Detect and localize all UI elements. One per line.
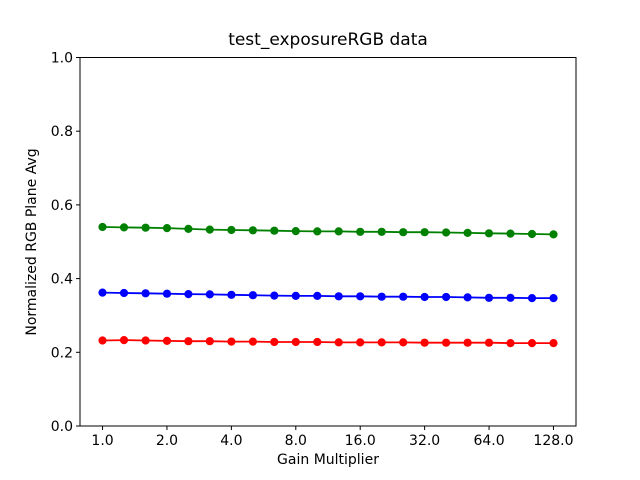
- data-point-green-plane: [270, 226, 279, 235]
- data-point-blue-plane: [98, 288, 107, 297]
- data-point-red-plane: [527, 339, 537, 348]
- data-point-green-plane: [184, 224, 193, 233]
- series-line-blue-plane: [102, 291, 554, 299]
- data-point-green-plane: [506, 229, 515, 238]
- y-axis-label: Normalized RGB Plane Avg: [24, 148, 40, 335]
- data-point-green-plane: [377, 227, 386, 236]
- data-point-green-plane: [549, 230, 558, 239]
- axes-spines: [79, 57, 577, 427]
- data-point-red-plane: [162, 336, 172, 345]
- y-tick-label: 0.0: [51, 419, 73, 435]
- x-tick-label: 2.0: [156, 433, 178, 449]
- y-tick-label: 0.6: [51, 198, 73, 214]
- chart-title: test_exposureRGB data: [228, 30, 428, 50]
- data-point-blue-plane: [227, 290, 236, 299]
- data-point-red-plane: [291, 337, 300, 347]
- data-point-blue-plane: [313, 291, 322, 300]
- data-point-red-plane: [248, 337, 257, 346]
- data-point-blue-plane: [527, 294, 537, 303]
- data-point-blue-plane: [463, 293, 472, 302]
- data-point-green-plane: [162, 224, 172, 233]
- data-point-red-plane: [334, 338, 343, 347]
- data-point-green-plane: [484, 229, 494, 238]
- data-point-red-plane: [119, 336, 129, 345]
- data-point-blue-plane: [399, 292, 408, 301]
- data-point-red-plane: [270, 337, 279, 347]
- data-point-blue-plane: [420, 292, 429, 302]
- data-point-red-plane: [399, 338, 408, 347]
- data-point-green-plane: [98, 222, 107, 232]
- y-tick-label: 0.8: [51, 124, 73, 140]
- x-tick-label: 64.0: [473, 433, 504, 449]
- data-point-blue-plane: [356, 292, 365, 301]
- x-tick-label: 16.0: [345, 433, 376, 449]
- x-tick-label: 32.0: [409, 433, 440, 449]
- x-tick-label: 128.0: [533, 433, 573, 449]
- data-point-green-plane: [313, 227, 322, 236]
- y-tick-label: 0.2: [51, 345, 73, 361]
- data-point-blue-plane: [141, 289, 150, 298]
- data-point-green-plane: [248, 226, 257, 235]
- plot-area: 1.0 2.0 4.0 8.0 16.0 32.0 64.0 128.0 0.0 0.2 0.4 0.…: [51, 51, 577, 449]
- data-point-blue-plane: [484, 293, 494, 302]
- data-point-green-plane: [227, 225, 236, 235]
- data-point-red-plane: [184, 337, 193, 346]
- data-point-blue-plane: [442, 292, 451, 302]
- data-point-green-plane: [205, 225, 214, 234]
- data-point-green-plane: [334, 227, 343, 236]
- data-point-blue-plane: [506, 293, 515, 302]
- data-point-blue-plane: [248, 291, 257, 300]
- data-point-red-plane: [442, 338, 451, 347]
- data-point-red-plane: [377, 338, 386, 347]
- data-point-blue-plane: [291, 291, 300, 300]
- y-tick-label: 0.4: [51, 272, 73, 288]
- data-point-red-plane: [313, 337, 322, 347]
- data-point-green-plane: [527, 229, 537, 239]
- data-point-green-plane: [463, 228, 472, 237]
- data-point-blue-plane: [119, 288, 129, 298]
- data-point-blue-plane: [334, 292, 343, 301]
- series-line-red-plane: [102, 339, 554, 344]
- data-point-red-plane: [549, 339, 558, 348]
- x-axis-label: Gain Multiplier: [277, 452, 379, 468]
- data-point-blue-plane: [270, 291, 279, 300]
- data-point-green-plane: [442, 228, 451, 237]
- data-point-blue-plane: [377, 292, 386, 301]
- data-point-green-plane: [356, 227, 365, 236]
- data-point-blue-plane: [162, 289, 172, 298]
- data-point-blue-plane: [205, 290, 214, 299]
- x-tick-label: 1.0: [91, 433, 113, 449]
- data-point-green-plane: [291, 227, 300, 236]
- data-point-red-plane: [506, 339, 515, 348]
- data-point-red-plane: [463, 338, 472, 347]
- data-point-red-plane: [484, 338, 494, 347]
- data-point-red-plane: [98, 336, 107, 345]
- series-line-green-plane: [102, 226, 554, 236]
- data-point-green-plane: [141, 223, 150, 232]
- data-point-green-plane: [399, 228, 408, 237]
- data-point-blue-plane: [549, 294, 558, 303]
- y-tick-label: 1.0: [51, 51, 73, 67]
- data-point-red-plane: [420, 338, 429, 347]
- data-point-red-plane: [356, 338, 365, 347]
- data-point-green-plane: [420, 228, 429, 237]
- x-tick-label: 4.0: [220, 433, 242, 449]
- data-point-red-plane: [205, 337, 214, 346]
- data-point-red-plane: [141, 336, 150, 345]
- x-tick-label: 8.0: [285, 433, 307, 449]
- data-point-green-plane: [119, 223, 129, 232]
- data-point-red-plane: [227, 337, 236, 346]
- data-point-blue-plane: [184, 290, 193, 299]
